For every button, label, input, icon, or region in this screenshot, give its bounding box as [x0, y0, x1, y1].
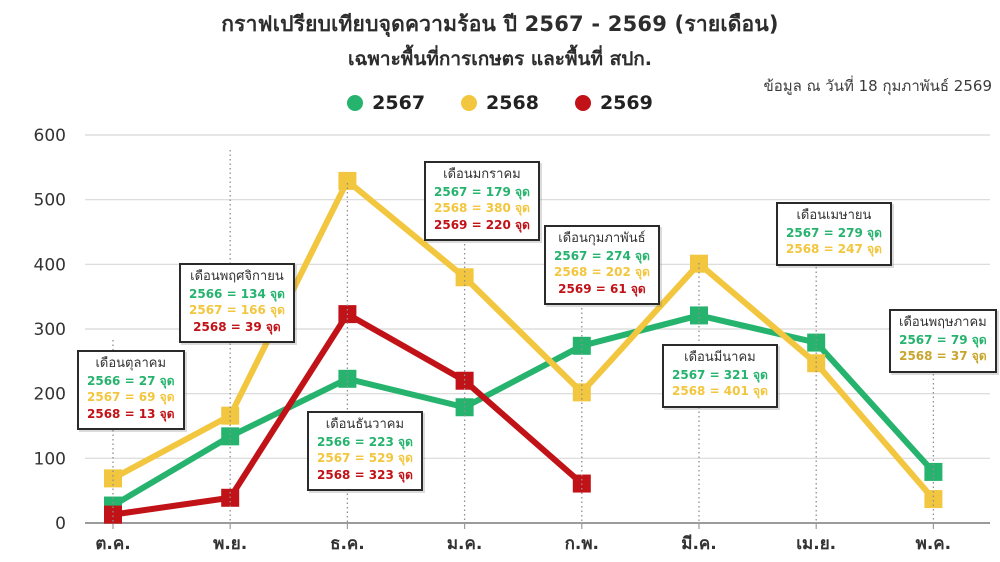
gridlines: 0 100 200 300 400 500 600: [34, 126, 990, 534]
series-2568: [104, 171, 943, 509]
legend-item-2567: 2567: [347, 92, 425, 114]
y-axis-tick-label: 200: [34, 385, 66, 405]
x-axis-month-label: มี.ค.: [681, 533, 717, 554]
y-axis-tick-label: 100: [34, 449, 66, 469]
legend-dot-green-icon: [347, 95, 364, 111]
y-axis-tick-label: 500: [34, 191, 66, 211]
legend-label: 2568: [486, 92, 539, 114]
data-point-marker: [455, 371, 474, 390]
data-point-marker: [572, 383, 591, 402]
x-axis-month-label: พ.ค.: [916, 534, 952, 554]
x-axis-month-label: ต.ค.: [95, 534, 130, 554]
data-point-marker: [104, 469, 122, 488]
x-axis-month-label: พ.ย.: [213, 534, 247, 554]
chart-subtitle: เฉพาะพื้นที่การเกษตร และพื้นที่ สปก.: [347, 48, 653, 70]
x-axis-month-label: ม.ค.: [447, 534, 483, 554]
legend-label: 2567: [372, 92, 426, 114]
x-axis-month-label: ธ.ค.: [330, 534, 365, 554]
data-point-marker: [924, 462, 943, 481]
legend-dot-yellow-icon: [461, 95, 478, 111]
legend-item-2569: 2569: [574, 92, 653, 114]
x-axis: ต.ค. พ.ย. ธ.ค. ม.ค. ก.พ. มี.ค. เม.ย. พ.ค.: [95, 523, 951, 554]
data-point-marker: [338, 369, 357, 388]
data-point-marker: [455, 268, 474, 287]
data-point-marker: [924, 490, 943, 509]
data-as-of-note: ข้อมูล ณ วันที่ 18 กุมภาพันธ์ 2569: [763, 77, 992, 95]
legend-item-2568: 2568: [461, 92, 539, 114]
data-point-marker: [221, 427, 240, 446]
x-axis-month-label: ก.พ.: [565, 534, 599, 554]
x-axis-month-label: เม.ย.: [796, 534, 836, 554]
y-axis-tick-label: 600: [34, 126, 66, 146]
data-point-marker: [807, 354, 826, 373]
y-axis-tick-label: 300: [34, 320, 66, 340]
legend-dot-red-icon: [574, 95, 591, 111]
chart-title: กราฟเปรียบเทียบจุดความร้อน ปี 2567 - 256…: [221, 12, 779, 36]
data-point-marker: [338, 171, 357, 190]
y-axis-tick-label: 0: [55, 514, 66, 534]
data-point-marker: [104, 505, 122, 524]
chart-legend: 2567 2568 2569: [0, 90, 1000, 116]
legend-label: 2569: [599, 92, 653, 114]
data-point-marker: [572, 336, 591, 355]
y-axis-tick-label: 400: [34, 255, 66, 275]
data-point-marker: [690, 306, 708, 325]
series-2569: [104, 305, 591, 524]
data-point-marker: [807, 333, 826, 352]
